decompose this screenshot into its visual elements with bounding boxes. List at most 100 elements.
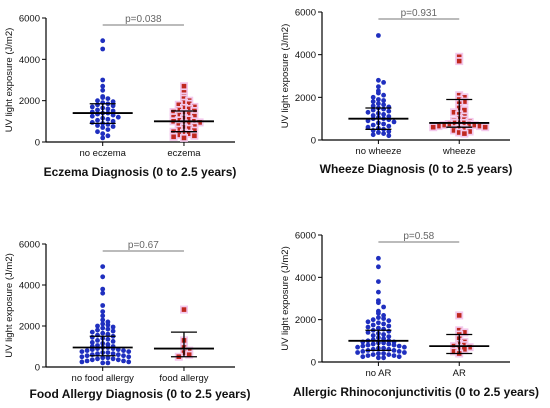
- data-point: [115, 352, 121, 358]
- data-point: [100, 77, 106, 83]
- data-point: [192, 133, 197, 139]
- data-point: [376, 255, 381, 261]
- data-point: [84, 348, 90, 353]
- data-point: [381, 80, 386, 85]
- data-point: [386, 108, 392, 114]
- series-1: [355, 255, 407, 361]
- x-tick-label: no AR: [365, 368, 391, 379]
- data-point: [462, 342, 467, 348]
- data-point: [472, 122, 478, 128]
- data-point: [176, 132, 182, 138]
- data-point: [105, 331, 111, 337]
- data-point: [386, 334, 392, 339]
- data-point: [370, 122, 376, 128]
- data-point: [181, 135, 187, 141]
- data-point: [126, 354, 132, 360]
- data-point: [365, 109, 371, 115]
- data-point: [100, 83, 106, 89]
- y-tick-label: 4000: [295, 50, 316, 61]
- data-point: [95, 98, 100, 104]
- data-point: [365, 330, 371, 335]
- data-point: [436, 123, 441, 129]
- data-point: [176, 107, 182, 113]
- chart-panel-1: 0 2000 4000 6000 UV light exposure (J/m2) no …: [4, 14, 236, 180]
- data-point: [100, 135, 106, 141]
- data-point: [370, 132, 376, 138]
- data-point: [192, 113, 197, 119]
- data-point: [121, 353, 126, 359]
- data-point: [105, 96, 111, 101]
- data-point: [100, 87, 106, 93]
- data-point: [100, 330, 106, 336]
- data-point: [376, 33, 381, 38]
- data-point: [181, 96, 187, 101]
- data-point: [100, 325, 106, 331]
- x-tick-label: eczema: [167, 148, 201, 159]
- chart-title: Allergic Rhinoconjunctivitis (0 to 2.5 y…: [293, 385, 539, 399]
- data-point: [181, 90, 187, 95]
- data-point: [126, 349, 132, 354]
- data-point: [376, 279, 381, 284]
- y-tick-label: 4000: [19, 281, 40, 292]
- y-tick-label: 0: [35, 138, 40, 149]
- data-point: [446, 121, 452, 127]
- data-point: [186, 101, 192, 107]
- data-point: [121, 348, 126, 353]
- data-point: [100, 303, 106, 308]
- data-point: [365, 118, 371, 124]
- y-tick-label: 2000: [19, 322, 40, 333]
- y-axis-label: UV light exposure (J/m2): [280, 246, 291, 351]
- y-tick-label: 6000: [295, 231, 316, 242]
- data-point: [376, 310, 381, 316]
- data-point: [105, 350, 111, 355]
- data-point: [376, 320, 381, 326]
- data-point: [110, 124, 116, 129]
- data-point: [79, 354, 85, 360]
- data-point: [79, 359, 85, 365]
- p-value-label: p=0.931: [401, 8, 438, 19]
- data-point: [386, 133, 392, 139]
- data-point: [181, 83, 187, 89]
- data-point: [95, 351, 100, 357]
- data-point: [110, 356, 116, 362]
- data-point: [171, 109, 176, 115]
- data-point: [110, 351, 116, 357]
- data-point: [386, 129, 392, 134]
- data-point: [95, 323, 100, 329]
- data-point: [95, 123, 100, 128]
- data-point: [386, 123, 392, 129]
- data-point: [176, 102, 182, 108]
- data-point: [365, 319, 371, 325]
- data-point: [95, 338, 100, 343]
- data-point: [386, 323, 392, 329]
- data-point: [370, 99, 376, 104]
- data-point: [462, 131, 467, 136]
- data-point: [391, 119, 397, 125]
- data-point: [105, 326, 111, 332]
- data-point: [360, 349, 366, 354]
- series-1: [79, 264, 132, 366]
- data-point: [100, 274, 106, 280]
- series-1: [89, 38, 121, 141]
- data-point: [456, 126, 462, 131]
- data-point: [105, 116, 111, 122]
- data-point: [355, 350, 360, 355]
- data-point: [181, 100, 187, 105]
- data-point: [181, 130, 187, 135]
- data-point: [370, 333, 376, 338]
- data-point: [84, 358, 90, 364]
- y-tick-label: 6000: [19, 14, 40, 25]
- data-point: [355, 344, 360, 350]
- data-point: [100, 264, 106, 269]
- data-point: [95, 117, 100, 123]
- data-point: [192, 128, 197, 133]
- data-point: [181, 307, 187, 312]
- data-point: [100, 38, 106, 44]
- data-point: [381, 102, 386, 108]
- data-point: [176, 118, 182, 123]
- data-point: [376, 355, 381, 361]
- x-tick-label: food allergy: [159, 373, 208, 384]
- data-point: [100, 360, 106, 366]
- data-point: [89, 104, 95, 110]
- data-point: [451, 128, 457, 133]
